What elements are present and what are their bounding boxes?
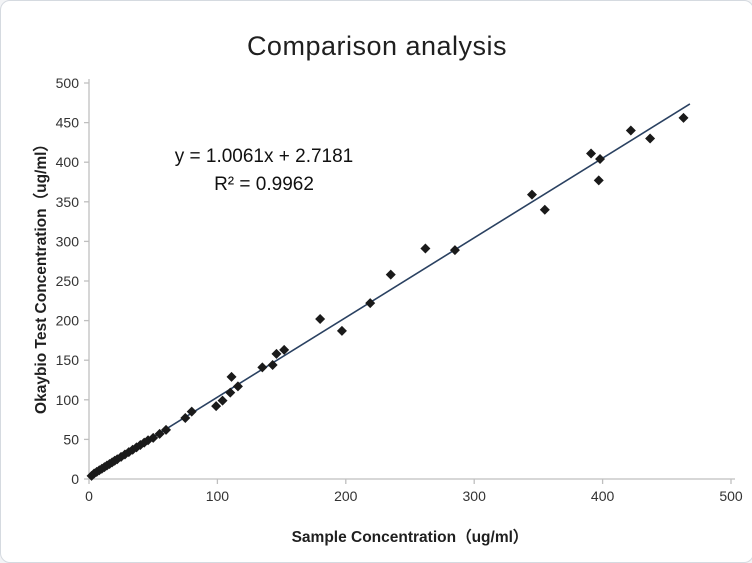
data-point <box>186 406 197 417</box>
data-point <box>678 112 689 123</box>
data-point <box>217 395 228 406</box>
y-tick-label: 150 <box>56 352 80 368</box>
data-point <box>336 325 347 336</box>
data-point <box>232 381 243 392</box>
data-point <box>625 125 636 136</box>
y-tick-label: 100 <box>56 392 80 408</box>
data-point <box>225 387 236 398</box>
data-point <box>586 148 597 159</box>
data-point <box>420 243 431 254</box>
r-squared-value: R² = 0.9962 <box>214 174 314 195</box>
chart-title: Comparison analysis <box>246 31 508 61</box>
y-tick-label: 50 <box>63 431 79 447</box>
y-tick-label: 500 <box>56 75 80 91</box>
data-point <box>161 424 172 435</box>
y-tick-label: 400 <box>56 154 80 170</box>
data-point <box>526 189 537 200</box>
x-tick-label: 100 <box>206 488 230 504</box>
x-tick-label: 300 <box>463 488 487 504</box>
y-tick-label: 350 <box>56 194 80 210</box>
y-tick-label: 300 <box>56 233 80 249</box>
y-tick-label: 0 <box>71 471 79 487</box>
data-point <box>148 432 159 443</box>
data-point <box>211 401 222 412</box>
trendline <box>88 103 691 478</box>
trendline-equation: y = 1.0061x + 2.7181 <box>174 146 354 167</box>
data-point <box>154 428 165 439</box>
data-point <box>315 314 326 325</box>
data-point <box>267 359 278 370</box>
x-tick-label: 200 <box>334 488 358 504</box>
data-point <box>385 269 396 280</box>
y-axis-title: Okaybio Test Concentration（ug/ml） <box>33 136 50 414</box>
data-point <box>365 298 376 309</box>
data-point <box>257 362 268 373</box>
data-point <box>595 154 606 165</box>
data-point <box>271 348 282 359</box>
y-tick-label: 450 <box>56 115 80 131</box>
x-tick-label: 500 <box>719 488 743 504</box>
trendline-annotation: y = 1.0061x + 2.7181 R² = 0.9962 <box>119 143 409 199</box>
x-tick-label: 0 <box>85 488 93 504</box>
data-point <box>226 371 237 382</box>
data-point <box>279 344 290 355</box>
data-point <box>180 413 191 424</box>
x-axis-title: Sample Concentration（ug/ml） <box>291 529 529 546</box>
data-point <box>449 245 460 256</box>
y-tick-label: 250 <box>56 273 80 289</box>
x-tick-label: 400 <box>591 488 615 504</box>
y-tick-label: 200 <box>56 313 80 329</box>
data-point <box>645 133 656 144</box>
data-point <box>593 175 604 186</box>
data-point <box>539 204 550 215</box>
